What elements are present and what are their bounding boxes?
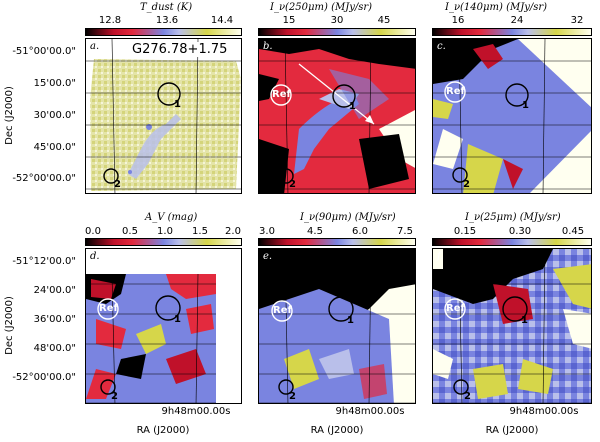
y-tick: 48'00.0": [33, 343, 76, 354]
circle-label-1: 1: [521, 315, 528, 326]
x-axis-label: RA (J2000): [485, 425, 539, 436]
colorbar-title-c: I_ν(140μm) (MJy/sr): [445, 2, 548, 13]
colorbar-tick: 1.5: [192, 226, 208, 237]
y-tick: -51°00'00.0": [12, 46, 76, 57]
circle-label-1: 1: [174, 99, 181, 110]
colorbar-tick: 2.0: [225, 226, 241, 237]
colorbar-b: [258, 28, 416, 36]
arrow-head: [365, 115, 374, 124]
x-tick: 9h48m00.00s: [335, 406, 405, 417]
x-axis-label: RA (J2000): [136, 425, 190, 436]
colorbar-tick: 6.0: [352, 226, 368, 237]
colorbar-title-a: T_dust (K): [140, 2, 193, 13]
colorbar-tick: 7.5: [397, 226, 413, 237]
panel-b: b. Ref 1 2: [258, 38, 416, 194]
colorbar-e: [258, 238, 416, 246]
colorbar-tick: 0.45: [561, 226, 585, 237]
ref-label: Ref: [273, 305, 292, 316]
colorbar-title-b: I_ν(250μm) (MJy/sr): [270, 2, 373, 13]
ref-label: Ref: [446, 303, 465, 314]
y-axis-label: Dec (J2000): [3, 86, 15, 145]
x-tick: 9h48m00.00s: [509, 406, 579, 417]
colorbar-tick: 24: [510, 15, 524, 26]
colorbar-tick: 3.0: [259, 226, 275, 237]
colorbar-d: [85, 238, 242, 246]
ref-label: Ref: [99, 303, 118, 314]
colorbar-c: [432, 28, 592, 36]
colorbar-tick: 0.5: [122, 226, 138, 237]
circle-label-1: 1: [347, 315, 354, 326]
i25-map: [433, 249, 591, 403]
colorbar-title-f: I_ν(25μm) (MJy/sr): [465, 212, 561, 223]
colorbar-tick: 14.4: [210, 15, 234, 26]
panel-e: e. Ref 1 2: [258, 248, 416, 404]
circle-label-1: 1: [174, 314, 181, 325]
y-tick: -51°12'00.0": [12, 256, 76, 267]
colorbar-tick: 0.30: [508, 226, 532, 237]
colorbar-tick: 1.0: [157, 226, 173, 237]
y-tick: -52°00'00.0": [12, 372, 76, 383]
colorbar-tick: 4.5: [307, 226, 323, 237]
tdust-map: [86, 39, 241, 193]
circle-label-2: 2: [464, 391, 471, 402]
colorbar-title-e: I_ν(90μm) (MJy/sr): [300, 212, 396, 223]
circle-label-2: 2: [289, 391, 296, 402]
arrow-line: [298, 63, 375, 125]
colorbar-tick: 32: [570, 15, 584, 26]
colorbar-tick: 0.0: [85, 226, 101, 237]
colorbar-tick: 16: [451, 15, 465, 26]
colorbar-tick: 13.6: [155, 15, 179, 26]
ref-label: Ref: [272, 89, 291, 100]
colorbar-tick: 15: [282, 15, 296, 26]
panel-f: f. Ref 1 2: [432, 248, 592, 404]
circle-label-2: 2: [114, 179, 121, 190]
y-tick: 15'00.0": [33, 78, 76, 89]
panel-label: f.: [437, 251, 444, 262]
i250-map: [259, 39, 415, 193]
av-map: [86, 273, 216, 403]
colorbar-tick: 0.15: [453, 226, 477, 237]
y-axis-label: Dec (J2000): [3, 296, 15, 355]
panel-label: d.: [90, 251, 100, 262]
circle-label-2: 2: [289, 179, 296, 190]
colorbar-f: [432, 238, 592, 246]
colorbar-a: [85, 28, 242, 36]
panel-label: c.: [437, 41, 446, 52]
colorbar-tick: 45: [377, 15, 391, 26]
circle-label-1: 1: [349, 101, 356, 112]
ref-label: Ref: [446, 86, 465, 97]
circle-label-2: 2: [111, 391, 118, 402]
x-axis-label: RA (J2000): [310, 425, 364, 436]
y-tick: 24'00.0": [33, 285, 76, 296]
circle-label-2: 2: [463, 179, 470, 190]
i140-map: [433, 39, 591, 193]
colorbar-title-d: A_V (mag): [145, 212, 198, 223]
i90-map: [259, 249, 415, 403]
y-tick: 36'00.0": [33, 314, 76, 325]
panel-a: a. G276.78+1.75 1 2: [85, 38, 242, 194]
panel-label: a.: [90, 41, 100, 52]
circle-label-1: 1: [522, 100, 529, 111]
region-circle-1: [157, 82, 181, 106]
panel-c: c. Ref 1 2: [432, 38, 592, 194]
colorbar-tick: 12.8: [98, 15, 122, 26]
y-tick: -52°00'00.0": [12, 173, 76, 184]
y-tick: 45'00.0": [33, 142, 76, 153]
region-circle-2: [103, 168, 119, 184]
panel-label: b.: [263, 41, 273, 52]
panel-label: e.: [263, 251, 273, 262]
panel-d: d. Ref 1 2: [85, 248, 242, 404]
colorbar-tick: 30: [330, 15, 344, 26]
y-tick: 30'00.0": [33, 110, 76, 121]
x-tick: 9h48m00.00s: [161, 406, 231, 417]
source-title: G276.78+1.75: [130, 42, 230, 57]
